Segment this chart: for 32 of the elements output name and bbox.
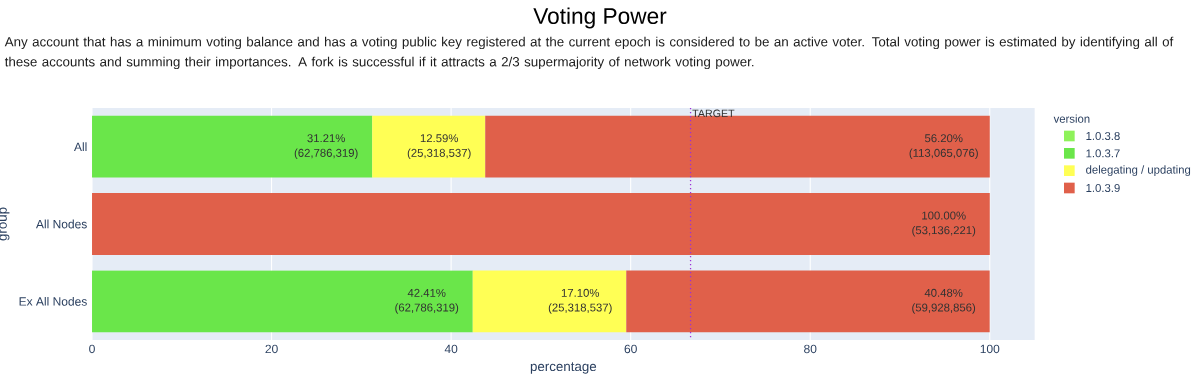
chart-subtitle: Any account that has a minimum voting balance and has a voting public key registered at the current epoch is considered to be an active voter. Total voting power is estimated by identifying all of these accounts and summing their importances. A fork is successful if it attracts a 2/3 supermajority of network voting power. — [4, 36, 1174, 70]
bar — [472, 270, 627, 333]
bar — [92, 193, 990, 255]
bar — [92, 270, 473, 333]
data-label: 42.41% (62,786,319) — [395, 288, 459, 314]
x-tick-label: 100 — [980, 344, 1000, 354]
x-tick-label: 80 — [804, 344, 817, 354]
x-axis-title: percentage — [530, 362, 597, 374]
data-label: 40.48% (59,928,856) — [912, 288, 976, 314]
ref-line-label: TARGET — [692, 109, 735, 118]
y-tick-label: All — [73, 142, 87, 152]
bar — [372, 115, 486, 178]
chart-title: Voting Power — [533, 7, 667, 29]
x-tick-label: 40 — [444, 344, 458, 354]
bar — [626, 270, 990, 333]
data-label: 31.21% (62,786,319) — [294, 134, 358, 160]
legend-label: delegating / updating — [1086, 165, 1191, 176]
y-tick-label: All Nodes — [35, 219, 87, 229]
data-label: 100.00% (53,136,221) — [912, 211, 976, 237]
y-axis-title: group — [0, 207, 10, 241]
data-label: 12.59% (25,318,537) — [407, 134, 471, 160]
x-tick-label: 60 — [624, 344, 637, 354]
x-tick-label: 0 — [89, 344, 95, 354]
legend-label: 1.0.3.8 — [1086, 131, 1120, 140]
legend-label: 1.0.3.9 — [1086, 183, 1120, 192]
legend-title: version — [1053, 114, 1090, 123]
data-label: 56.20% (113,065,076) — [909, 134, 978, 160]
bar — [92, 115, 373, 178]
data-label: 17.10% (25,318,537) — [548, 288, 612, 314]
x-tick-label: 20 — [265, 344, 278, 354]
y-tick-label: Ex All Nodes — [19, 296, 87, 306]
legend-label: 1.0.3.7 — [1086, 149, 1120, 158]
